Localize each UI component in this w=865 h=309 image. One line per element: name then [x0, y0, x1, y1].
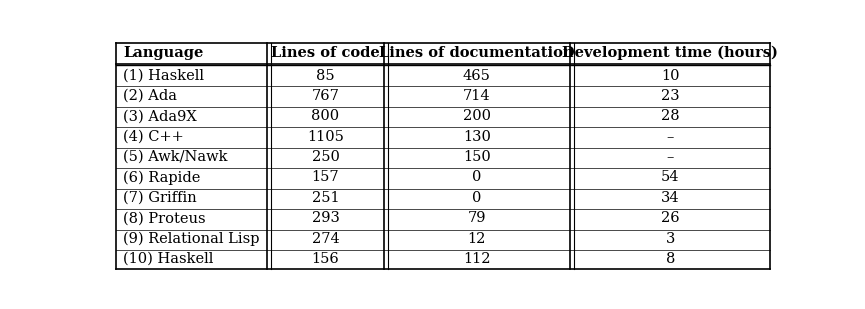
Text: 0: 0 — [472, 191, 482, 205]
Text: 10: 10 — [661, 69, 679, 83]
Text: 112: 112 — [463, 252, 490, 266]
Text: 0: 0 — [472, 171, 482, 184]
Text: 130: 130 — [463, 130, 490, 144]
Text: 8: 8 — [665, 252, 675, 266]
Text: Development time (hours): Development time (hours) — [562, 46, 778, 61]
Text: (7) Griffin: (7) Griffin — [123, 191, 196, 205]
Text: 714: 714 — [463, 89, 490, 103]
Text: 26: 26 — [661, 211, 680, 225]
Text: 800: 800 — [311, 109, 340, 123]
Text: 465: 465 — [463, 69, 490, 83]
Text: (3) Ada9X: (3) Ada9X — [123, 109, 196, 123]
Text: 23: 23 — [661, 89, 680, 103]
Text: Lines of code: Lines of code — [271, 46, 380, 60]
Text: 3: 3 — [665, 231, 675, 246]
Text: 79: 79 — [467, 211, 486, 225]
Text: 274: 274 — [311, 231, 339, 246]
Text: 85: 85 — [317, 69, 335, 83]
Text: Language: Language — [123, 46, 203, 60]
Text: (8) Proteus: (8) Proteus — [123, 211, 206, 225]
Text: 54: 54 — [661, 171, 679, 184]
Text: (2) Ada: (2) Ada — [123, 89, 176, 103]
Text: –: – — [667, 130, 674, 144]
Text: 293: 293 — [311, 211, 339, 225]
Text: (9) Relational Lisp: (9) Relational Lisp — [123, 231, 260, 246]
Text: (1) Haskell: (1) Haskell — [123, 69, 204, 83]
Text: Lines of documentation: Lines of documentation — [380, 46, 574, 60]
Text: –: – — [667, 150, 674, 164]
Text: 767: 767 — [311, 89, 339, 103]
Text: 28: 28 — [661, 109, 680, 123]
Text: 200: 200 — [463, 109, 490, 123]
Text: (5) Awk/Nawk: (5) Awk/Nawk — [123, 150, 227, 164]
Text: 156: 156 — [311, 252, 339, 266]
Text: (6) Rapide: (6) Rapide — [123, 170, 201, 185]
Text: 251: 251 — [311, 191, 339, 205]
Text: (10) Haskell: (10) Haskell — [123, 252, 214, 266]
Text: 150: 150 — [463, 150, 490, 164]
Text: 1105: 1105 — [307, 130, 344, 144]
Text: (4) C++: (4) C++ — [123, 130, 183, 144]
Text: 157: 157 — [311, 171, 339, 184]
Text: 250: 250 — [311, 150, 339, 164]
Text: 12: 12 — [468, 231, 486, 246]
Text: 34: 34 — [661, 191, 680, 205]
